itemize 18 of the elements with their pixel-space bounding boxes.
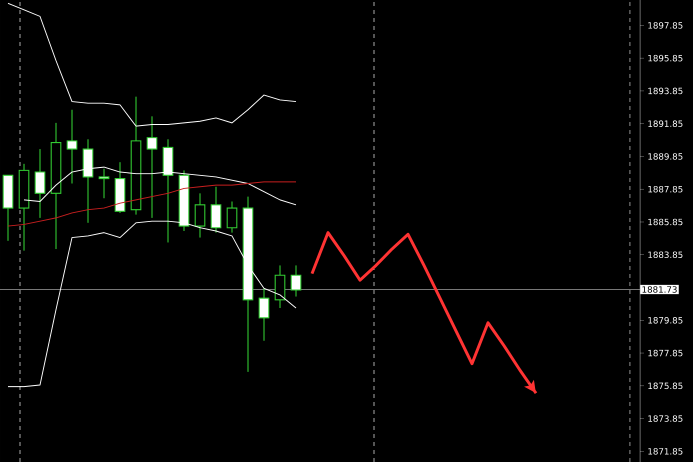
- candlestick: [226, 200, 238, 234]
- y-tick-label: 1895.85: [648, 54, 682, 62]
- y-tick-label: 1887.85: [648, 186, 682, 192]
- y-tick-label: 1897.85: [648, 22, 682, 29]
- y-tick-label: 1889.85: [648, 153, 682, 160]
- y-tick-label: 1877.85: [648, 350, 682, 356]
- candlestick: [258, 288, 270, 342]
- candlestick: [290, 264, 302, 298]
- y-tick-label: 1873.85: [648, 415, 682, 422]
- y-tick-label: 1893.85: [648, 88, 682, 94]
- y-tick-label: 1885.85: [648, 218, 682, 226]
- ref-line-label: 1881.73: [642, 286, 677, 293]
- y-tick-label: 1879.85: [648, 317, 682, 324]
- y-tick-label: 1891.85: [648, 120, 682, 127]
- candlestick: [194, 192, 206, 238]
- y-tick-label: 1875.85: [648, 382, 682, 390]
- y-tick-label: 1883.85: [648, 251, 682, 258]
- y-tick-label: 1871.85: [648, 448, 682, 455]
